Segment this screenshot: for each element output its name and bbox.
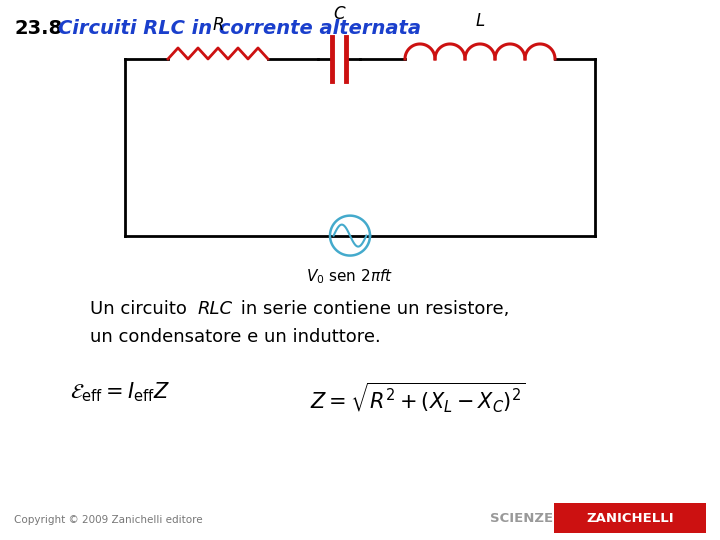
Text: C: C	[333, 5, 345, 23]
Text: 23.8: 23.8	[14, 19, 62, 38]
Text: R: R	[212, 16, 224, 34]
Text: Circuiti RLC in corrente alternata: Circuiti RLC in corrente alternata	[58, 19, 421, 38]
Text: un condensatore e un induttore.: un condensatore e un induttore.	[90, 328, 381, 347]
Text: SCIENZE: SCIENZE	[490, 512, 553, 525]
Text: $V_0$ sen $2\pi ft$: $V_0$ sen $2\pi ft$	[307, 267, 394, 286]
Text: in serie contiene un resistore,: in serie contiene un resistore,	[235, 300, 509, 319]
Text: $\mathcal{E}_{\rm eff} = I_{\rm eff}Z$: $\mathcal{E}_{\rm eff} = I_{\rm eff}Z$	[70, 380, 170, 404]
Text: RLC: RLC	[198, 300, 233, 319]
Text: Copyright © 2009 Zanichelli editore: Copyright © 2009 Zanichelli editore	[14, 515, 202, 525]
FancyBboxPatch shape	[554, 503, 706, 533]
Text: Un circuito: Un circuito	[90, 300, 193, 319]
Text: L: L	[475, 12, 485, 30]
Text: ZANICHELLI: ZANICHELLI	[586, 512, 674, 525]
Text: $Z = \sqrt{R^2 + \left(X_L - X_C\right)^2}$: $Z = \sqrt{R^2 + \left(X_L - X_C\right)^…	[310, 380, 526, 415]
